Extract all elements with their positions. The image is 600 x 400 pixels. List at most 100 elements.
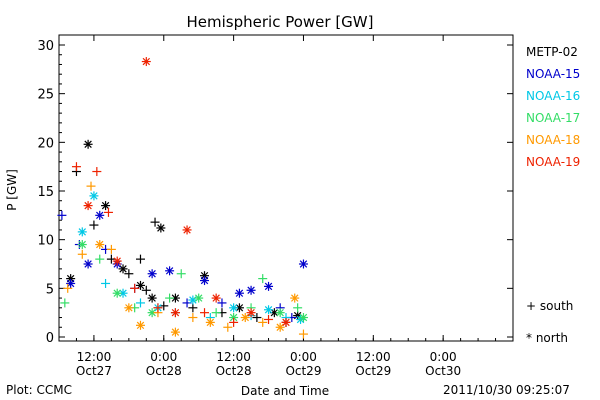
data-point-south (176, 269, 186, 279)
data-point-north (194, 293, 204, 303)
data-point-south (106, 254, 116, 264)
data-point-north (182, 225, 192, 235)
data-point-south (264, 314, 274, 324)
data-point-south (153, 303, 163, 313)
data-point-south (57, 210, 67, 220)
data-point-south (188, 303, 198, 313)
y-tick-label: 5 (46, 282, 54, 297)
data-point-north (275, 322, 285, 332)
data-point-north (83, 201, 93, 211)
legend-item: NOAA-18 (526, 133, 581, 147)
legend-item: NOAA-16 (526, 89, 581, 103)
y-axis-label: P [GW] (5, 169, 19, 211)
data-point-north (298, 313, 308, 323)
data-point-south (223, 322, 233, 332)
data-point-north (141, 57, 151, 67)
legend-item: NOAA-17 (526, 111, 581, 125)
north-symbol: * (526, 331, 532, 345)
x-tick-label-time: 0:00 (290, 350, 317, 364)
data-point-south (77, 249, 87, 259)
data-point-north (229, 313, 239, 323)
data-point-north (156, 223, 166, 233)
data-point-north (229, 303, 239, 313)
data-point-north (147, 269, 157, 279)
data-point-south (298, 329, 308, 339)
data-point-north (200, 276, 210, 286)
data-point-south (135, 298, 145, 308)
data-point-south (165, 293, 175, 303)
data-point-north (118, 264, 128, 274)
south-symbol-legend: + south (526, 299, 573, 313)
data-point-north (264, 281, 274, 291)
data-point-south (89, 220, 99, 230)
data-point-north (234, 288, 244, 298)
data-point-south (92, 167, 102, 177)
data-point-north (165, 266, 175, 276)
x-tick-label-date: Oct30 (425, 364, 461, 378)
data-point-north (112, 256, 122, 266)
data-point-south (103, 207, 113, 217)
footer-credit: Plot: CCMC (6, 383, 72, 397)
data-points (57, 57, 308, 339)
data-point-north (135, 280, 145, 290)
data-point-south (150, 217, 160, 227)
data-point-north (95, 210, 105, 220)
data-point-north (95, 240, 105, 250)
data-point-north (211, 293, 221, 303)
data-point-south (106, 244, 116, 254)
data-point-south (71, 162, 81, 172)
y-tick-label: 25 (37, 88, 54, 103)
data-point-north (101, 201, 111, 211)
data-point-north (77, 240, 87, 250)
data-point-south (211, 308, 221, 318)
data-point-north (290, 293, 300, 303)
legend-item: METP-02 (526, 45, 578, 59)
data-point-north (275, 308, 285, 318)
x-tick-label-date: Oct28 (146, 364, 182, 378)
x-tick-label-date: Oct28 (216, 364, 252, 378)
data-point-south (130, 283, 140, 293)
y-tick-label: 10 (37, 234, 54, 249)
data-point-north (205, 317, 215, 327)
data-point-north (170, 308, 180, 318)
data-point-south (86, 181, 96, 191)
data-point-south (252, 313, 262, 323)
y-axis: 0 5 10 15 20 25 30 (37, 39, 513, 346)
data-point-north (83, 139, 93, 149)
x-tick-label-date: Oct29 (355, 364, 391, 378)
x-tick-label-time: 12:00 (77, 350, 112, 364)
data-point-south (258, 317, 268, 327)
data-point-south (293, 303, 303, 313)
data-point-north (240, 313, 250, 323)
x-tick-label-time: 12:00 (216, 350, 251, 364)
data-point-north (89, 191, 99, 201)
data-point-south (124, 269, 134, 279)
y-tick-label: 20 (37, 136, 54, 151)
data-point-south (258, 274, 268, 284)
legend-item: NOAA-15 (526, 67, 581, 81)
data-point-north (112, 288, 122, 298)
data-point-north (281, 317, 291, 327)
data-point-north (124, 303, 134, 313)
data-point-south (141, 285, 151, 295)
y-tick-label: 15 (37, 185, 54, 200)
chart-title: Hemispheric Power [GW] (187, 13, 374, 31)
x-tick-label-time: 0:00 (150, 350, 177, 364)
data-point-south (95, 254, 105, 264)
south-symbol: + (526, 299, 537, 313)
south-label: south (539, 299, 574, 313)
data-point-north (66, 278, 76, 288)
x-tick-label-date: Oct27 (76, 364, 112, 378)
y-tick-label: 30 (37, 39, 54, 54)
x-axis: 12:00Oct270:00Oct2812:00Oct280:00Oct2912… (58, 35, 514, 378)
data-point-north (83, 259, 93, 269)
data-point-south (188, 313, 198, 323)
data-point-south (159, 301, 169, 311)
x-tick-label-date: Oct29 (285, 364, 321, 378)
data-point-south (60, 298, 70, 308)
north-symbol-legend: * north (526, 331, 568, 345)
data-point-north (246, 285, 256, 295)
data-point-north (147, 293, 157, 303)
data-point-north (298, 259, 308, 269)
